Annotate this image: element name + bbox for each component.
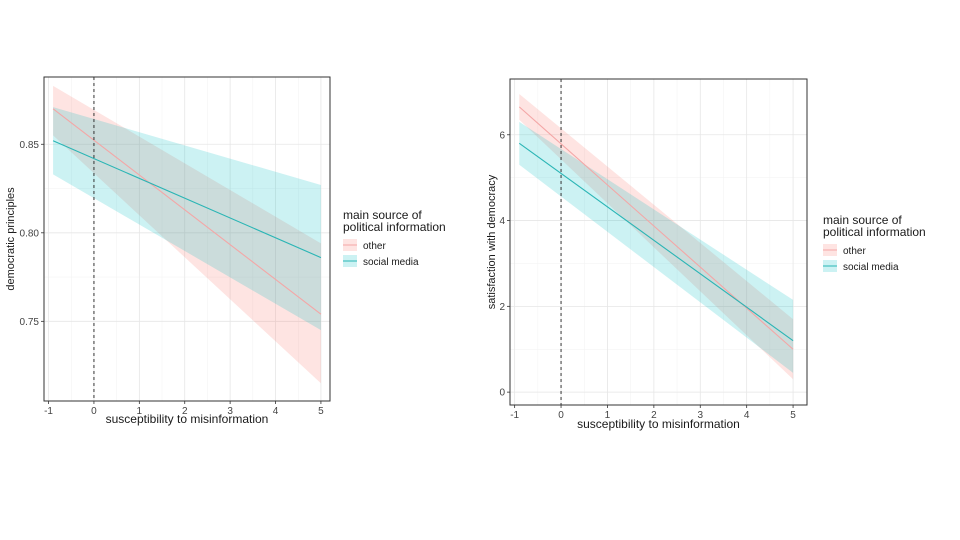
chart-satisfaction-with-democracy: -1 0 1 2 3 4 5 0 2 4 6 susceptibility to misinforma… <box>486 78 926 431</box>
x-tick-label: 4 <box>273 406 279 417</box>
x-tick-label: 1 <box>605 410 611 421</box>
legend-label-social-media: social media <box>843 262 899 273</box>
y-tick-label: 2 <box>499 302 505 313</box>
x-tick-label: 2 <box>182 406 188 417</box>
legend-label-other: other <box>363 241 386 252</box>
y-tick-label: 0.85 <box>20 140 40 151</box>
series-line-social-media <box>52 140 322 259</box>
y-tick-label: 0 <box>499 388 505 399</box>
x-tick-label: 1 <box>137 406 143 417</box>
grid-lines <box>510 79 807 405</box>
x-tick-label: 4 <box>744 410 750 421</box>
chart-democratic-principles: -1 0 1 2 3 4 5 0.75 0.80 0.85 susceptibility to mi… <box>5 76 446 426</box>
plot-panel <box>44 77 330 401</box>
legend-title: political information <box>343 220 446 234</box>
plot-panel <box>510 79 807 405</box>
legend-label-social-media: social media <box>363 257 419 268</box>
x-tick-label: 0 <box>558 410 564 421</box>
x-axis-title: susceptibility to misinformation <box>577 417 740 431</box>
y-tick-label: 6 <box>499 130 505 141</box>
x-tick-label: 2 <box>651 410 657 421</box>
confidence-band-social-media <box>519 121 794 373</box>
confidence-band-social-media <box>53 107 321 331</box>
x-axis-title: susceptibility to misinformation <box>106 412 269 426</box>
legend-title: main source of <box>343 208 422 222</box>
plot-border <box>509 78 808 406</box>
x-tick-label: 5 <box>790 410 796 421</box>
series-line-other <box>518 106 794 350</box>
plot-border <box>43 76 331 402</box>
series-line-other <box>52 108 322 315</box>
x-tick-label: 3 <box>697 410 703 421</box>
y-tick-label: 0.75 <box>20 317 40 328</box>
x-tick-label: -1 <box>510 410 519 421</box>
x-tick-label: -1 <box>44 406 53 417</box>
y-tick-label: 0.80 <box>20 228 40 239</box>
x-tick-label: 0 <box>91 406 97 417</box>
legend-title: main source of <box>823 213 902 227</box>
y-axis-title: satisfaction with democracy <box>486 174 498 309</box>
legend-label-other: other <box>843 246 866 257</box>
confidence-band-other <box>519 94 794 380</box>
series-line-social-media <box>518 142 794 342</box>
legend-title: political information <box>823 225 926 239</box>
y-axis-title: democratic principles <box>5 187 17 291</box>
y-tick-label: 4 <box>499 216 505 227</box>
x-tick-label: 5 <box>318 406 324 417</box>
x-tick-label: 3 <box>227 406 233 417</box>
